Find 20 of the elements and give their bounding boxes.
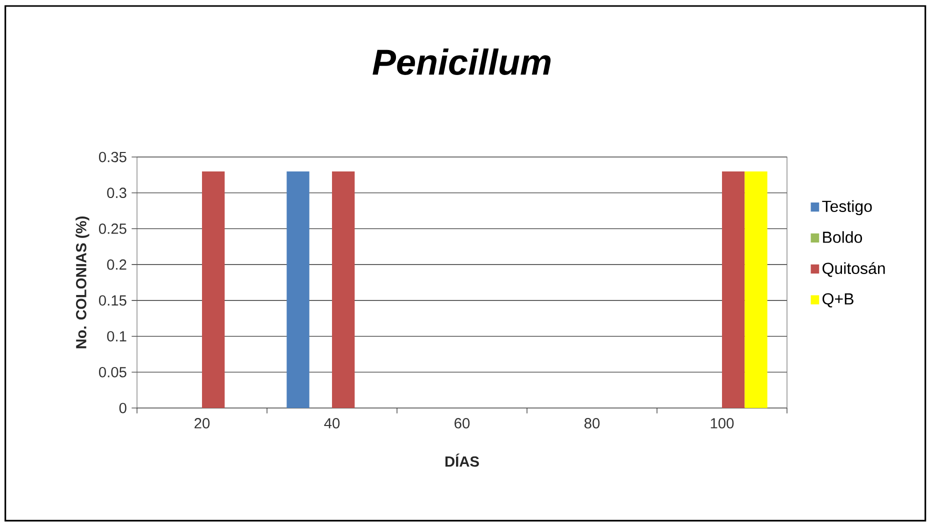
legend-label: Testigo (822, 200, 872, 216)
x-tick-label: 40 (324, 418, 340, 428)
y-tick-label: 0.1 (107, 331, 126, 342)
y-tick-label: 0.25 (98, 224, 126, 234)
legend-label: Q+B (822, 293, 854, 308)
y-tick-label: 0.35 (98, 152, 126, 162)
y-tick-label: 0.2 (107, 259, 126, 270)
y-tick-label: 0 (119, 402, 126, 414)
x-tick-label: 60 (454, 418, 470, 428)
x-axis-title: DÍAS (445, 454, 479, 467)
chart-title: Penicillum (372, 48, 551, 75)
x-tick-label: 80 (584, 418, 600, 428)
y-tick-label: 0.15 (98, 295, 126, 306)
x-tick-label: 20 (194, 418, 210, 428)
legend-label: Quitosán (822, 262, 885, 277)
x-tick-label: 100 (710, 418, 734, 428)
y-axis-title: No. COLONIAS (%) (76, 216, 90, 348)
y-tick-label: 0.05 (98, 366, 126, 378)
y-tick-label: 0.3 (107, 188, 126, 198)
legend-label: Boldo (823, 231, 862, 243)
